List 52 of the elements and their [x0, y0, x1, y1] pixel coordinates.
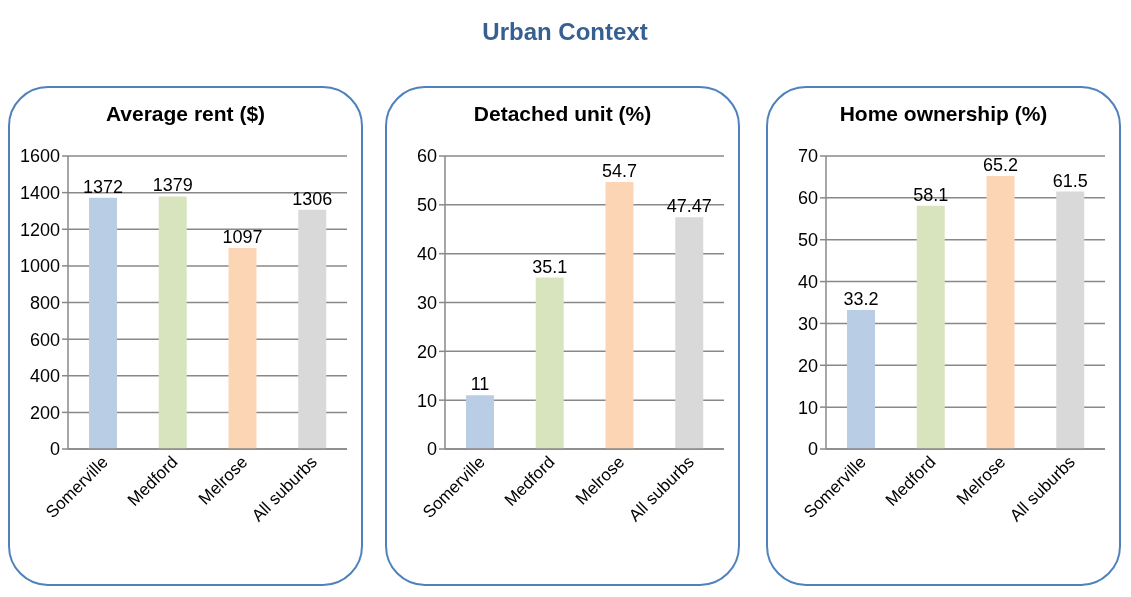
- y-tick-label: 0: [426, 439, 437, 460]
- y-tick-label: 1600: [19, 146, 60, 167]
- y-tick-label: 40: [797, 271, 818, 292]
- y-tick-label: 60: [416, 146, 437, 167]
- data-label: 1372: [82, 176, 124, 197]
- bar: [605, 181, 634, 449]
- y-tick-label: 30: [416, 292, 437, 313]
- bar: [675, 217, 704, 449]
- data-label: 61.5: [1052, 170, 1088, 191]
- y-tick-label: 600: [29, 329, 60, 350]
- y-tick-label: 10: [797, 397, 818, 418]
- data-label: 65.2: [982, 155, 1019, 176]
- y-tick-label: 70: [797, 146, 818, 167]
- bar: [298, 209, 327, 449]
- y-tick-label: 800: [29, 292, 60, 313]
- data-label: 33.2: [843, 289, 879, 310]
- bar: [1056, 191, 1085, 449]
- y-tick-label: 60: [797, 188, 818, 209]
- y-tick-label: 30: [797, 313, 818, 334]
- y-tick-label: 1400: [19, 183, 60, 204]
- y-tick-label: 0: [807, 439, 818, 460]
- y-tick-label: 1000: [19, 256, 60, 277]
- y-tick-label: 20: [416, 341, 437, 362]
- y-tick-label: 200: [29, 402, 60, 423]
- data-label: 11: [470, 374, 490, 395]
- y-tick-label: 20: [797, 355, 818, 376]
- y-tick-label: 10: [416, 390, 437, 411]
- bar: [466, 395, 494, 449]
- y-tick-label: 50: [797, 230, 818, 251]
- y-tick-label: 0: [49, 439, 60, 460]
- data-label: 54.7: [601, 160, 638, 181]
- data-label: 58.1: [913, 184, 949, 205]
- data-label: 47.47: [666, 196, 712, 217]
- bar: [916, 205, 945, 449]
- chart-title: Average rent ($): [104, 102, 267, 126]
- data-label: 1097: [222, 227, 263, 248]
- data-label: 35.1: [532, 256, 568, 277]
- bar: [89, 197, 117, 449]
- chart-title: Detached unit (%): [472, 102, 653, 126]
- text: Urban Context: [481, 18, 649, 46]
- data-label: 1306: [292, 188, 333, 209]
- chart-title: Home ownership (%): [838, 102, 1049, 126]
- y-tick-label: 400: [29, 366, 60, 387]
- bar: [986, 176, 1015, 449]
- data-label: 1379: [152, 175, 193, 196]
- bar: [158, 196, 187, 449]
- y-tick-label: 50: [416, 195, 437, 216]
- bar: [228, 248, 257, 449]
- bar: [847, 310, 875, 449]
- y-tick-label: 40: [416, 244, 437, 265]
- bar: [535, 277, 564, 449]
- y-tick-label: 1200: [19, 219, 60, 240]
